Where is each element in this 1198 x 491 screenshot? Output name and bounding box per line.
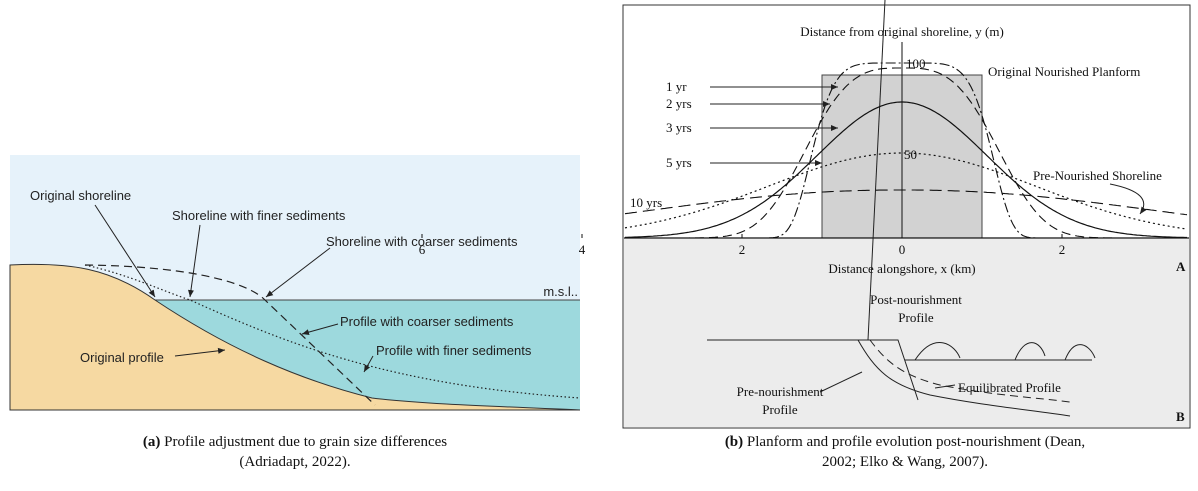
curve-label: 10 yrs — [630, 195, 662, 210]
label: Original profile — [80, 350, 164, 365]
caption-tag: (b) — [725, 434, 743, 450]
panel-letter: B — [1176, 409, 1185, 424]
label: Profile with finer sediments — [376, 343, 532, 358]
tick-label: 4 — [579, 242, 586, 257]
tick-label: 2 — [1059, 242, 1066, 257]
label: Pre-nourishment — [737, 384, 824, 399]
caption-text: Profile adjustment due to grain size dif… — [164, 434, 447, 450]
caption-text: Planform and profile evolution post-nour… — [747, 434, 1085, 450]
label: Post-nourishment — [870, 292, 962, 307]
label: Pre-Nourished Shoreline — [1033, 168, 1162, 183]
curve-label: 2 yrs — [666, 96, 692, 111]
label: Original shoreline — [30, 188, 131, 203]
axis-title: Distance alongshore, x (km) — [828, 261, 975, 276]
tick-label: 50 — [904, 147, 917, 162]
label: Original Nourished Planform — [988, 64, 1140, 79]
label: Profile with coarser sediments — [340, 314, 514, 329]
label: Shoreline with finer sediments — [172, 208, 346, 223]
caption: (Adriadapt, 2022). — [239, 454, 350, 470]
caption: 2002; Elko & Wang, 2007). — [822, 454, 988, 470]
curve-label: 3 yrs — [666, 120, 692, 135]
caption: (a) Profile adjustment due to grain size… — [143, 434, 447, 450]
tick-label: 2 — [739, 242, 746, 257]
tick-label: 6 — [419, 242, 426, 257]
curve-label: 5 yrs — [666, 155, 692, 170]
label: Equilibrated Profile — [958, 380, 1061, 395]
curve-label: 1 yr — [666, 79, 687, 94]
label: Profile — [762, 402, 798, 417]
label: m.s.l.. — [543, 284, 578, 299]
panel-letter: A — [1176, 259, 1186, 274]
caption-tag: (a) — [143, 434, 161, 450]
label: Profile — [898, 310, 934, 325]
axis-title: Distance from original shoreline, y (m) — [800, 24, 1004, 39]
caption: (b) Planform and profile evolution post-… — [725, 434, 1085, 450]
tick-label: 0 — [899, 242, 906, 257]
panel-a: Original shoreline Shoreline with finer … — [10, 155, 580, 470]
figure: Original shoreline Shoreline with finer … — [0, 0, 1198, 491]
